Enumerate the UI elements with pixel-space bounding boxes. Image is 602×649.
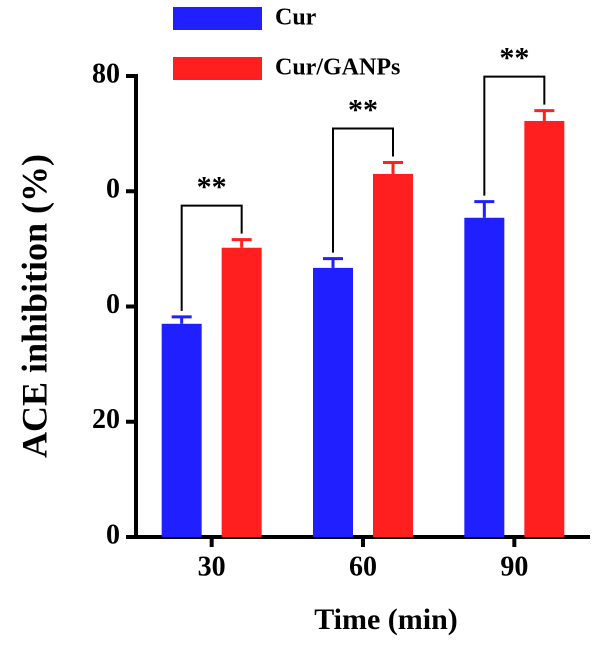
bar: [373, 173, 413, 537]
x-tick-label: 30: [198, 551, 226, 582]
y-tick-label: 0: [106, 289, 120, 320]
significance-bracket: [332, 127, 394, 253]
bar: [464, 217, 505, 537]
y-axis-label: ACE inhibition (%): [14, 154, 54, 458]
significance-label: **: [197, 171, 227, 204]
significance-label: **: [348, 93, 378, 126]
legend-label: Cur/GANPs: [275, 55, 400, 81]
y-tick-label: 0: [106, 519, 120, 550]
bar: [221, 247, 262, 537]
legend-swatch: [173, 7, 262, 30]
significance-bracket: [180, 204, 243, 311]
significance-label: **: [499, 41, 529, 74]
bar: [524, 120, 565, 537]
x-tick-label: 90: [500, 551, 528, 582]
legend-swatch: [173, 57, 262, 80]
y-tick-label: 80: [92, 58, 120, 89]
significance-bracket: [483, 75, 546, 196]
y-tick-label: 20: [92, 404, 120, 435]
x-axis-label: Time (min): [314, 603, 458, 636]
x-tick-label: 60: [349, 551, 377, 582]
y-tick-label: 0: [106, 174, 120, 205]
legend-label: Cur: [275, 5, 317, 31]
bar: [161, 323, 202, 537]
bar: [313, 267, 353, 537]
